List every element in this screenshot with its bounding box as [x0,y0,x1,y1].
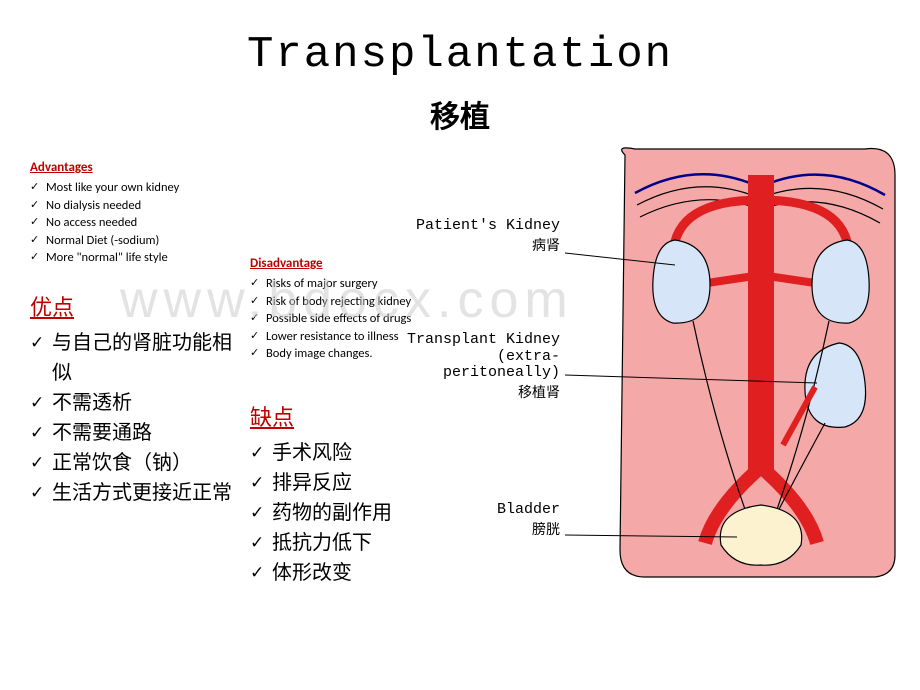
label-cn: 移植肾 [400,382,560,402]
list-item: 生活方式更接近正常 [52,478,240,508]
page-title-cn: 移植 [0,92,920,136]
disadvantages-cn-block: 缺点 手术风险 排异反应 药物的副作用 抵抗力低下 体形改变 [250,400,440,588]
disadvantages-en-header: Disadvantage [250,256,460,271]
list-item: Risk of body rejecting kidney [266,293,460,311]
label-bladder: Bladder 膀胱 [440,502,560,539]
label-en: Patient's Kidney [410,218,560,235]
list-item: 与自己的肾脏功能相似 [52,328,240,388]
list-item: 排异反应 [272,468,440,498]
list-item: Most like your own kidney [46,179,240,197]
advantages-cn-list: 与自己的肾脏功能相似 不需透析 不需要通路 正常饮食（钠） 生活方式更接近正常 [30,328,240,508]
disadvantages-cn-header: 缺点 [250,400,440,432]
list-item: 手术风险 [272,438,440,468]
list-item: No access needed [46,214,240,232]
advantages-en-block: Advantages Most like your own kidney No … [30,160,240,267]
advantages-cn-header: 优点 [30,290,240,322]
page-title-en: Transplantation [0,30,920,80]
list-item: 正常饮食（钠） [52,448,240,478]
label-patients-kidney: Patient's Kidney 病肾 [410,218,560,255]
anatomy-svg [565,145,905,585]
advantages-en-header: Advantages [30,160,240,175]
list-item: Possible side effects of drugs [266,310,460,328]
label-cn: 膀胱 [440,519,560,539]
label-en: Transplant Kidney (extra-peritoneally) [400,332,560,382]
kidney-transplant-diagram [565,145,905,585]
list-item: No dialysis needed [46,197,240,215]
advantages-cn-block: 优点 与自己的肾脏功能相似 不需透析 不需要通路 正常饮食（钠） 生活方式更接近… [30,290,240,508]
list-item: 抵抗力低下 [272,528,440,558]
advantages-en-list: Most like your own kidney No dialysis ne… [30,179,240,267]
disadvantages-cn-list: 手术风险 排异反应 药物的副作用 抵抗力低下 体形改变 [250,438,440,588]
label-cn: 病肾 [410,235,560,255]
label-transplant-kidney: Transplant Kidney (extra-peritoneally) 移… [400,332,560,402]
list-item: 体形改变 [272,558,440,588]
list-item: Risks of major surgery [266,275,460,293]
list-item: 不需要通路 [52,418,240,448]
list-item: 药物的副作用 [272,498,440,528]
list-item: Normal Diet (-sodium) [46,232,240,250]
label-en: Bladder [440,502,560,519]
list-item: 不需透析 [52,388,240,418]
list-item: More "normal" life style [46,249,240,267]
